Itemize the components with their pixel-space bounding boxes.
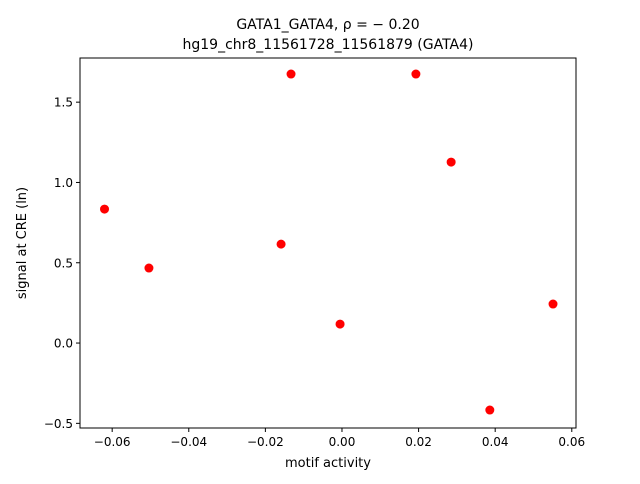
data-point <box>276 239 286 249</box>
data-point <box>485 405 495 415</box>
x-tick-label: −0.02 <box>247 435 284 449</box>
data-point <box>100 204 110 214</box>
y-tick-label: 0.0 <box>54 337 73 351</box>
y-tick-label: 1.0 <box>54 176 73 190</box>
x-tick-label: 0.06 <box>558 435 585 449</box>
y-axis-label: signal at CRE (ln) <box>15 187 30 299</box>
x-tick-label: −0.04 <box>170 435 207 449</box>
chart-title-line2: hg19_chr8_11561728_11561879 (GATA4) <box>183 37 474 53</box>
y-tick-label: 1.5 <box>54 96 73 110</box>
y-tick-label: 0.5 <box>54 256 73 270</box>
data-point <box>144 263 154 273</box>
data-point <box>411 69 421 79</box>
y-tick-label: −0.5 <box>44 417 73 431</box>
data-point <box>548 299 558 309</box>
data-point <box>286 69 296 79</box>
x-axis-label: motif activity <box>285 456 371 471</box>
x-tick-label: −0.06 <box>94 435 131 449</box>
chart-title-line1: GATA1_GATA4, ρ = − 0.20 <box>236 17 419 33</box>
plot-area-frame <box>79 57 577 429</box>
x-tick-label: 0.00 <box>329 435 356 449</box>
data-point <box>446 157 456 167</box>
x-tick-label: 0.02 <box>405 435 432 449</box>
x-tick-label: 0.04 <box>482 435 509 449</box>
data-point <box>335 319 345 329</box>
